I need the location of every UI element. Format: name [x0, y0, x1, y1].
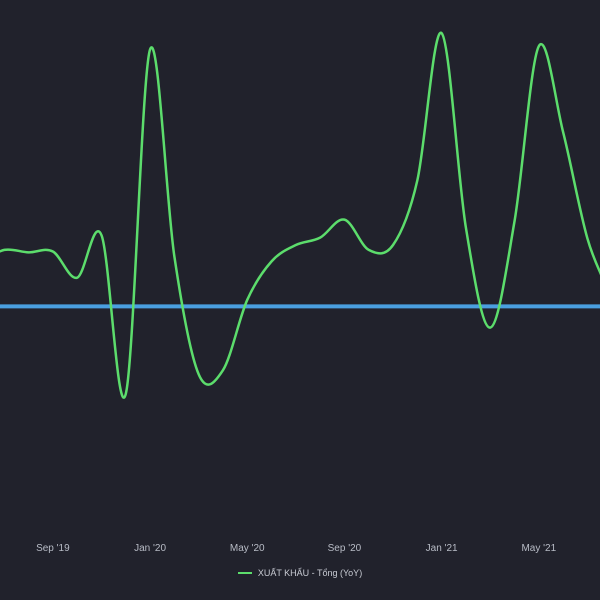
x-tick-label: Jan '21 — [426, 543, 458, 554]
legend-label: XUẤT KHẨU - Tổng (YoY) — [257, 568, 363, 578]
series-line-xuat-khau[interactable] — [0, 31, 600, 405]
x-tick-label: Sep '19 — [36, 543, 70, 554]
x-tick-label: May '20 — [230, 543, 265, 554]
series-group — [0, 31, 600, 405]
x-axis-ticks: Sep '19 Jan '20 May '20 Sep '20 Jan '21 May '… — [36, 543, 557, 554]
x-tick-label: May '21 — [521, 543, 556, 554]
legend-swatch — [237, 572, 252, 574]
legend[interactable]: XUẤT KHẨU - Tổng (YoY) — [0, 568, 600, 578]
x-tick-label: Sep '20 — [328, 543, 362, 554]
x-tick-label: Jan '20 — [134, 543, 166, 554]
